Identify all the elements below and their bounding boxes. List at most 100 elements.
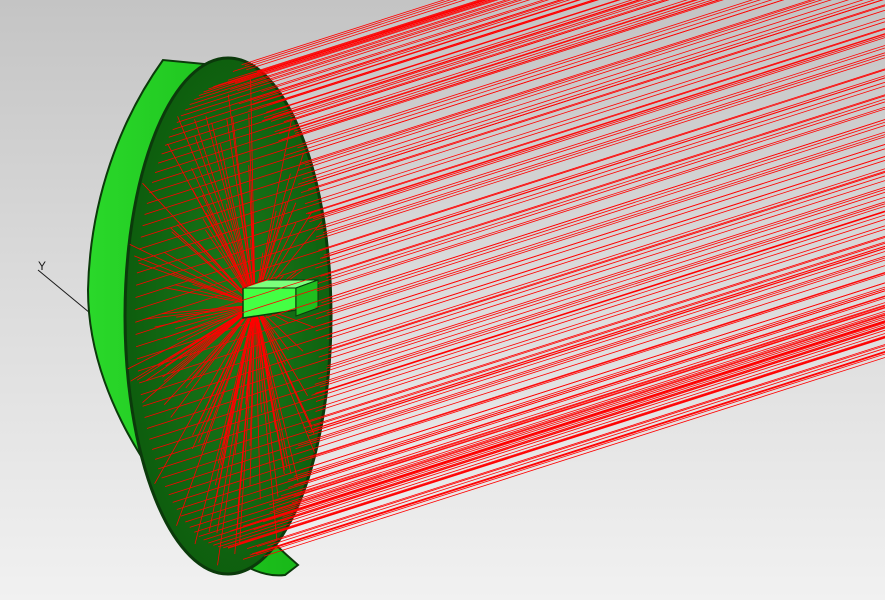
converging-ray bbox=[164, 304, 256, 405]
collimated-ray bbox=[315, 54, 885, 238]
collimated-ray bbox=[305, 27, 885, 214]
collimated-ray bbox=[241, 0, 446, 66]
collimated-ray bbox=[303, 241, 885, 429]
collimated-ray bbox=[252, 0, 582, 106]
collimated-ray bbox=[217, 0, 486, 86]
collimated-ray bbox=[326, 98, 885, 279]
collimated-ray bbox=[194, 0, 508, 101]
collimated-ray bbox=[230, 321, 885, 532]
collimated-ray bbox=[304, 17, 885, 205]
collimated-ray bbox=[274, 318, 885, 515]
converging-ray bbox=[142, 182, 256, 306]
converging-ray bbox=[170, 227, 256, 306]
collimated-ray bbox=[267, 347, 885, 547]
collimated-ray bbox=[144, 0, 817, 215]
collimated-ray bbox=[253, 327, 885, 531]
collimated-ray bbox=[213, 329, 885, 546]
collimated-ray bbox=[135, 94, 885, 335]
collimated-ray bbox=[262, 322, 885, 523]
converging-ray bbox=[217, 304, 256, 566]
collimated-ray bbox=[189, 304, 885, 528]
converging-ray bbox=[177, 116, 256, 306]
collimated-ray bbox=[281, 0, 720, 140]
collimated-ray bbox=[198, 0, 499, 96]
collimated-ray bbox=[278, 0, 699, 135]
collimated-ray bbox=[297, 0, 832, 171]
collimated-ray bbox=[270, 0, 652, 122]
collimated-ray bbox=[239, 336, 885, 544]
converging-ray bbox=[211, 122, 256, 306]
collimated-ray bbox=[293, 306, 885, 497]
collimated-ray bbox=[315, 125, 885, 308]
collimated-ray bbox=[275, 314, 885, 510]
collimated-ray bbox=[142, 0, 850, 227]
collimated-ray bbox=[280, 302, 885, 497]
converging-ray bbox=[254, 304, 262, 413]
collimated-ray bbox=[315, 148, 885, 332]
collimated-ray bbox=[318, 68, 885, 251]
collimated-ray bbox=[151, 214, 885, 450]
converging-ray bbox=[191, 188, 256, 306]
converging-ray bbox=[194, 119, 256, 306]
collimated-ray bbox=[161, 246, 885, 479]
collimated-ray bbox=[289, 0, 785, 159]
converging-ray bbox=[185, 304, 256, 389]
collimated-ray bbox=[307, 28, 885, 215]
collimated-ray bbox=[172, 274, 885, 503]
converging-ray bbox=[254, 304, 279, 497]
converging-ray bbox=[162, 304, 256, 315]
collimated-ray bbox=[319, 205, 885, 388]
converging-ray bbox=[227, 94, 256, 306]
collimated-ray bbox=[146, 0, 785, 204]
collimated-ray bbox=[253, 0, 571, 102]
converging-ray bbox=[254, 304, 261, 500]
converging-ray bbox=[163, 251, 256, 306]
collimated-ray bbox=[314, 210, 885, 395]
collimated-ray bbox=[309, 272, 885, 458]
collimated-ray bbox=[142, 168, 885, 407]
collimated-ray bbox=[323, 75, 885, 256]
collimated-ray bbox=[278, 0, 721, 142]
collimated-ray bbox=[307, 251, 885, 437]
converging-ray bbox=[174, 284, 256, 306]
collimated-ray bbox=[312, 35, 885, 220]
collimated-ray bbox=[135, 81, 885, 323]
collimated-ray bbox=[313, 242, 885, 427]
collimated-ray bbox=[318, 175, 885, 358]
collimated-ray bbox=[272, 0, 640, 118]
converging-ray bbox=[254, 304, 299, 482]
collimated-ray bbox=[158, 0, 670, 164]
collimated-ray bbox=[222, 0, 488, 85]
converging-rays bbox=[127, 78, 323, 566]
collimated-ray bbox=[321, 121, 885, 303]
collimated-ray bbox=[164, 255, 885, 487]
collimated-ray bbox=[284, 0, 773, 156]
collimated-ray bbox=[185, 0, 531, 111]
collimated-ray bbox=[326, 189, 885, 369]
collimated-ray bbox=[242, 353, 885, 560]
collimated-ray bbox=[283, 0, 666, 123]
converging-ray bbox=[254, 304, 285, 471]
converging-ray bbox=[142, 304, 256, 403]
collimated-ray bbox=[139, 144, 885, 384]
collimated-ray bbox=[189, 0, 518, 105]
collimated-ray bbox=[237, 0, 523, 92]
converging-ray bbox=[129, 244, 256, 306]
collimated-ray bbox=[194, 310, 885, 533]
collimated-ray bbox=[158, 235, 885, 470]
collimated-ray bbox=[316, 108, 885, 292]
collimated-ray bbox=[297, 0, 761, 149]
collimated-ray bbox=[315, 228, 885, 412]
collimated-ray bbox=[266, 0, 596, 106]
collimated-ray bbox=[232, 0, 458, 72]
collimated-ray bbox=[269, 314, 885, 513]
converging-ray bbox=[248, 113, 256, 306]
collimated-ray bbox=[168, 265, 885, 496]
converging-ray bbox=[138, 262, 256, 306]
converging-ray bbox=[254, 304, 313, 428]
collimated-ray bbox=[222, 335, 885, 549]
collimated-ray bbox=[139, 9, 885, 250]
collimated-ray bbox=[318, 196, 885, 379]
collimated-ray bbox=[234, 0, 496, 84]
